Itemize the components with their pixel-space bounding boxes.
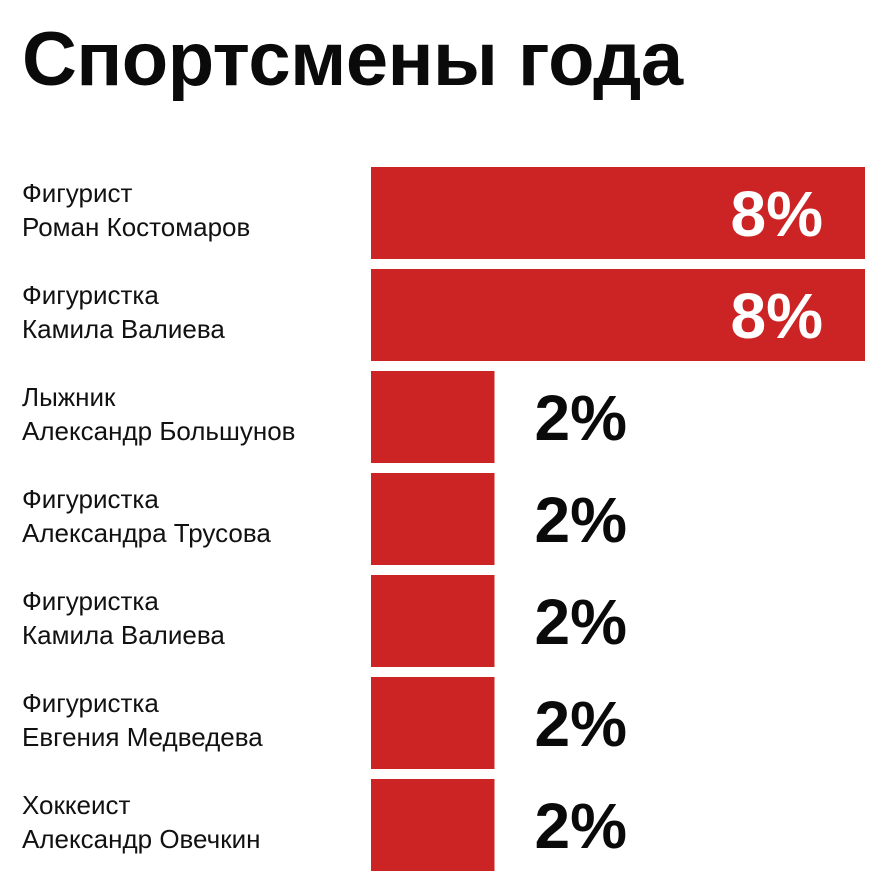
bar (371, 575, 495, 667)
chart-title: Спортсмены года (22, 17, 683, 102)
category-label-line: Александр Большунов (22, 416, 295, 446)
category-label-line: Роман Костомаров (22, 212, 250, 242)
category-label-line: Камила Валиева (22, 620, 225, 650)
category-label-line: Евгения Медведева (22, 722, 263, 752)
value-label: 2% (535, 790, 628, 862)
value-label: 2% (535, 484, 628, 556)
category-label-line: Фигуристка (22, 688, 159, 718)
category-label: Лыжник Александр Большунов (22, 382, 295, 446)
category-label-line: Александра Трусова (22, 518, 271, 548)
category-label-line: Фигуристка (22, 484, 159, 514)
category-label-line: Фигурист (22, 178, 132, 208)
value-label: 2% (535, 688, 628, 760)
bar (371, 677, 495, 769)
category-label-line: Фигуристка (22, 280, 159, 310)
bar (371, 167, 865, 259)
category-label-line: Александр Овечкин (22, 824, 260, 854)
category-label: Хоккеист Александр Овечкин (22, 790, 260, 854)
value-label: 2% (535, 382, 628, 454)
category-label-line: Лыжник (22, 382, 116, 412)
category-label-line: Хоккеист (22, 790, 131, 820)
category-label: Фигуристка Евгения Медведева (22, 688, 263, 752)
category-label-line: Камила Валиева (22, 314, 225, 344)
value-label: 8% (731, 178, 824, 250)
category-label: Фигуристка Александра Трусова (22, 484, 271, 548)
bar (371, 371, 495, 463)
category-label-line: Фигуристка (22, 586, 159, 616)
category-label: Фигурист Роман Костомаров (22, 178, 250, 242)
bar (371, 779, 495, 871)
bar (371, 473, 495, 565)
bar (371, 269, 865, 361)
category-label: Фигуристка Камила Валиева (22, 280, 225, 344)
value-label: 2% (535, 586, 628, 658)
value-label: 8% (731, 280, 824, 352)
category-label: Фигуристка Камила Валиева (22, 586, 225, 650)
